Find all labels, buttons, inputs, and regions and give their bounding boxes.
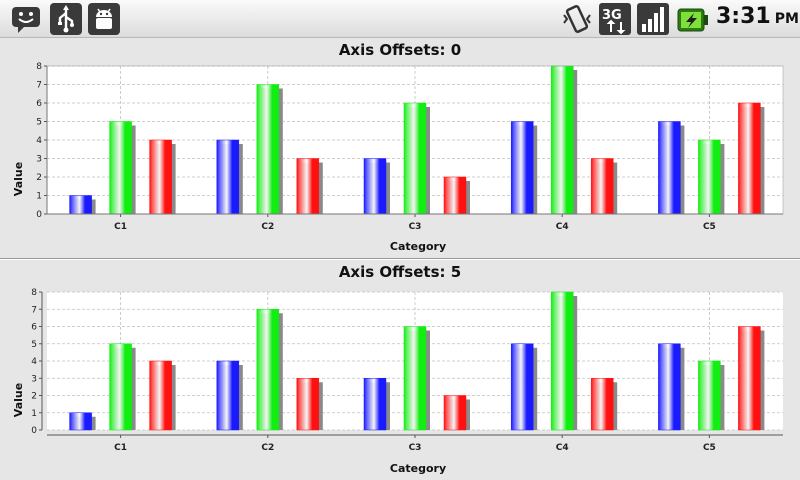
bar <box>109 121 132 215</box>
bar <box>658 121 681 215</box>
bar <box>698 139 721 215</box>
messaging-icon[interactable] <box>10 3 42 35</box>
bar <box>550 291 574 431</box>
bar <box>550 65 574 215</box>
y-tick-label: 6 <box>31 323 37 333</box>
x-tick-label: C1 <box>114 222 127 232</box>
x-axis-label: Category <box>390 462 446 475</box>
y-tick-label: 5 <box>36 118 42 128</box>
x-tick-label: C2 <box>261 222 274 232</box>
y-tick-label: 0 <box>36 210 42 220</box>
y-tick-label: 7 <box>36 81 42 91</box>
bar <box>403 326 427 431</box>
plot-area: 0 1 2 3 4 5 6 7 8 C1 C2 C3 C4 C5 <box>31 288 783 453</box>
chart-panel-offset-5: Axis Offsets: 5 Value Category 0 1 2 3 4 5 6 7 8… <box>0 260 800 480</box>
x-tick-label: C3 <box>409 222 422 232</box>
bar <box>296 158 320 215</box>
bar <box>256 309 280 431</box>
x-tick-label: C5 <box>703 443 716 453</box>
bar-chart-offset-0: Axis Offsets: 0 Value Category 0 1 2 3 4 5 6 7 8… <box>12 41 784 253</box>
bar <box>149 139 172 215</box>
y-tick-label: 3 <box>31 374 37 384</box>
y-tick-label: 4 <box>36 136 42 146</box>
chart-title: Axis Offsets: 0 <box>339 41 461 59</box>
clock-time: 3:31 <box>716 4 771 29</box>
chart-title: Axis Offsets: 5 <box>339 263 461 281</box>
x-tick-label: C2 <box>261 443 274 453</box>
android-debug-icon <box>88 3 120 35</box>
bar <box>256 84 280 215</box>
y-tick-label: 2 <box>31 392 37 402</box>
y-tick-label: 4 <box>31 357 37 367</box>
y-tick-label: 5 <box>31 340 37 350</box>
y-tick-label: 7 <box>31 305 37 315</box>
svg-text:3G: 3G <box>602 8 622 23</box>
status-bar: 3G 3:31 PM <box>0 0 800 38</box>
y-tick-label: 6 <box>36 99 42 109</box>
plot-border <box>46 65 784 215</box>
bar <box>69 195 92 215</box>
bar <box>510 343 534 431</box>
bar <box>443 395 467 431</box>
battery-charging-icon <box>677 8 708 32</box>
bar <box>109 343 132 431</box>
bar <box>443 176 467 215</box>
signal-icon <box>637 3 669 35</box>
bar <box>658 343 681 431</box>
bar <box>149 360 172 431</box>
bar <box>510 121 534 215</box>
x-tick-label: C4 <box>556 443 569 453</box>
bar <box>590 158 614 215</box>
y-axis-label: Value <box>12 383 25 417</box>
bar-chart-offset-5: Axis Offsets: 5 Value Category 0 1 2 3 4 5 6 7 8… <box>12 263 783 475</box>
bar <box>69 412 92 431</box>
clock: 3:31 PM <box>716 4 799 29</box>
y-tick-label: 8 <box>31 288 37 298</box>
bar <box>738 102 761 215</box>
bar <box>216 360 240 431</box>
y-tick-label: 1 <box>36 192 42 202</box>
y-tick-label: 8 <box>36 62 42 72</box>
y-tick-label: 3 <box>36 155 42 165</box>
x-tick-label: C3 <box>409 443 422 453</box>
vibrate-icon <box>563 4 591 34</box>
x-tick-label: C4 <box>556 222 569 232</box>
y-tick-label: 1 <box>31 409 37 419</box>
bar <box>403 102 427 215</box>
clock-ampm: PM <box>774 11 799 27</box>
chart-panel-offset-0: Axis Offsets: 0 Value Category 0 1 2 3 4 5 6 7 8… <box>0 38 800 259</box>
bar <box>216 139 240 215</box>
bar <box>590 378 614 431</box>
bar <box>363 158 387 215</box>
y-tick-label: 0 <box>31 426 37 436</box>
3g-data-icon: 3G <box>599 3 631 35</box>
bar <box>698 360 721 431</box>
usb-icon <box>50 3 82 35</box>
y-tick-label: 2 <box>36 173 42 183</box>
y-axis-label: Value <box>12 162 25 196</box>
bar <box>738 326 761 431</box>
x-tick-label: C5 <box>703 222 716 232</box>
x-tick-label: C1 <box>114 443 127 453</box>
plot-area: 0 1 2 3 4 5 6 7 8 C1 C2 C3 C4 C5 <box>36 62 784 232</box>
x-axis-label: Category <box>390 240 446 253</box>
bar <box>363 378 387 431</box>
bar <box>296 378 320 431</box>
